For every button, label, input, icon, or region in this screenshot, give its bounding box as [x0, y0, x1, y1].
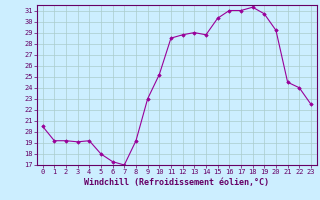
X-axis label: Windchill (Refroidissement éolien,°C): Windchill (Refroidissement éolien,°C): [84, 178, 269, 187]
